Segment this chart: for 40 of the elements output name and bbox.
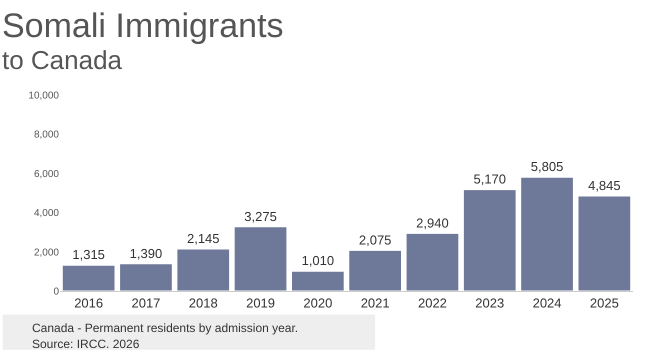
bar <box>577 196 632 291</box>
x-tick-label: 2023 <box>475 296 504 311</box>
bar <box>348 250 402 291</box>
data-label: 2,145 <box>186 230 220 246</box>
x-tick-label: 2021 <box>360 296 390 311</box>
bar <box>119 263 173 291</box>
data-label: 5,170 <box>473 172 506 187</box>
y-tick-label: 2,000 <box>34 247 60 258</box>
bar <box>176 248 230 291</box>
data-label: 4,845 <box>588 178 621 194</box>
bar <box>520 176 574 291</box>
chart-subtitle: to Canada <box>2 45 123 75</box>
text: Canada - Permanent residents by admission year. <box>32 321 298 335</box>
x-tick-label: 2020 <box>303 296 332 311</box>
x-tick-label: 2017 <box>131 296 160 311</box>
bar <box>290 270 345 291</box>
bar <box>62 264 116 291</box>
x-tick-label: 2024 <box>532 296 562 311</box>
data-label: 1,315 <box>72 247 105 262</box>
data-label: 1,390 <box>130 246 162 261</box>
x-tick-label: 2019 <box>246 296 276 311</box>
bar <box>406 232 460 291</box>
y-tick-label: 8,000 <box>34 130 60 141</box>
bar <box>234 226 288 291</box>
x-tick-label: 2025 <box>590 296 619 311</box>
data-label: 2,075 <box>358 232 392 248</box>
data-label: 1,010 <box>302 253 334 268</box>
y-tick-label: 6,000 <box>34 168 60 180</box>
data-label: 3,275 <box>244 208 277 224</box>
x-tick-label: 2018 <box>188 296 218 311</box>
x-tick-label: 2022 <box>418 296 447 311</box>
chart-title: Somali Immigrants <box>2 7 284 45</box>
bar <box>462 189 517 291</box>
data-label: 2,940 <box>416 215 449 230</box>
x-tick-label: 2016 <box>74 296 104 311</box>
y-tick-label: 0 <box>53 286 60 298</box>
data-label: 5,805 <box>530 159 564 174</box>
y-tick-label: 4,000 <box>34 208 60 220</box>
source-note: Source: IRCC. 2026 <box>32 337 140 351</box>
y-tick-label: 10,000 <box>28 90 60 102</box>
